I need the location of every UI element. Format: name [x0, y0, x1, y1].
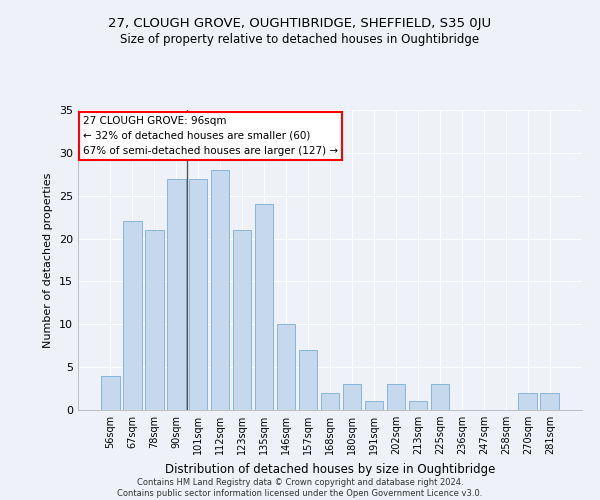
Bar	[211, 170, 229, 410]
Text: Size of property relative to detached houses in Oughtibridge: Size of property relative to detached ho…	[121, 32, 479, 46]
Y-axis label: Number of detached properties: Number of detached properties	[43, 172, 53, 348]
Bar	[409, 402, 427, 410]
Bar	[167, 178, 185, 410]
Text: 27 CLOUGH GROVE: 96sqm
← 32% of detached houses are smaller (60)
67% of semi-det: 27 CLOUGH GROVE: 96sqm ← 32% of detached…	[83, 116, 338, 156]
Text: Contains HM Land Registry data © Crown copyright and database right 2024.
Contai: Contains HM Land Registry data © Crown c…	[118, 478, 482, 498]
Bar	[255, 204, 274, 410]
Bar	[145, 230, 164, 410]
Bar	[343, 384, 361, 410]
Bar	[386, 384, 405, 410]
Bar	[518, 393, 537, 410]
Bar	[541, 393, 559, 410]
Bar	[299, 350, 317, 410]
Bar	[189, 178, 208, 410]
Bar	[320, 393, 340, 410]
Bar	[365, 402, 383, 410]
Bar	[277, 324, 295, 410]
Bar	[123, 222, 142, 410]
X-axis label: Distribution of detached houses by size in Oughtibridge: Distribution of detached houses by size …	[165, 462, 495, 475]
Bar	[101, 376, 119, 410]
Bar	[233, 230, 251, 410]
Text: 27, CLOUGH GROVE, OUGHTIBRIDGE, SHEFFIELD, S35 0JU: 27, CLOUGH GROVE, OUGHTIBRIDGE, SHEFFIEL…	[109, 18, 491, 30]
Bar	[431, 384, 449, 410]
